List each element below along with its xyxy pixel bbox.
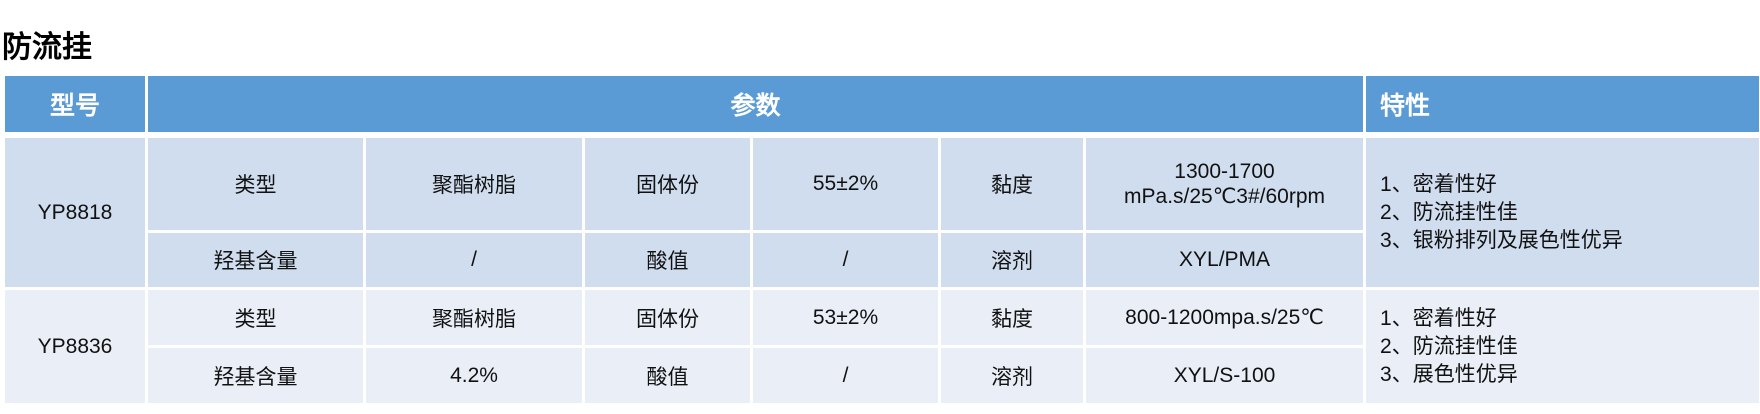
viscosity-line: mPa.s/25℃3#/60rpm: [1124, 184, 1326, 208]
value-cell: 800-1200mpa.s/25℃: [1082, 287, 1367, 348]
table-row: YP8818 类型 聚酯树脂 固体份 55±2% 黏度 1300-1700 mPa…: [2, 135, 1760, 290]
viscosity-line: 1300-1700: [1174, 159, 1275, 183]
feature-item: 2、防流挂性佳: [1380, 200, 1518, 224]
value-cell: /: [750, 345, 941, 406]
feature-item: 3、银粉排列及展色性优异: [1380, 228, 1623, 252]
value-cell: 聚酯树脂: [363, 287, 585, 348]
label-cell: 酸值: [582, 345, 753, 406]
table-row: 羟基含量 4.2% 酸值 / 溶剂 XYL/S-100: [4, 345, 1760, 406]
label-cell: 类型: [145, 135, 366, 233]
value-cell: XYL/S-100: [1082, 345, 1367, 406]
value-cell: /: [363, 230, 585, 290]
header-features: 特性: [1363, 73, 1760, 135]
model-cell: YP8836: [2, 287, 148, 406]
product-table: 型号 参数 特性 YP8818 类型 聚酯树脂 固体份 55±2% 黏度 130…: [2, 73, 1760, 406]
model-cell: YP8818: [2, 135, 148, 290]
label-cell: 类型: [145, 287, 366, 348]
value-cell: 53±2%: [750, 287, 941, 348]
label-cell: 溶剂: [938, 230, 1086, 290]
header-row: 型号 参数 特性: [2, 73, 1760, 135]
label-cell: 黏度: [938, 287, 1086, 348]
value-cell: 聚酯树脂: [363, 135, 585, 233]
value-cell: 1300-1700 mPa.s/25℃3#/60rpm: [1082, 135, 1367, 233]
label-cell: 溶剂: [938, 345, 1086, 406]
features-cell: 1、密着性好 2、防流挂性佳 3、展色性优异: [1363, 287, 1760, 406]
value-cell: /: [750, 230, 941, 290]
table-row: YP8836 类型 聚酯树脂 固体份 53±2% 黏度 800-1200mpa.…: [2, 287, 1760, 406]
label-cell: 固体份: [582, 287, 753, 348]
label-cell: 酸值: [582, 230, 753, 290]
feature-item: 1、密着性好: [1380, 306, 1497, 330]
label-cell: 羟基含量: [145, 345, 366, 406]
value-cell: 4.2%: [363, 345, 585, 406]
value-cell: 55±2%: [750, 135, 941, 233]
features-cell: 1、密着性好 2、防流挂性佳 3、银粉排列及展色性优异: [1363, 135, 1760, 290]
feature-item: 3、展色性优异: [1380, 362, 1518, 386]
value-cell: XYL/PMA: [1082, 230, 1367, 290]
page-title: 防流挂: [2, 31, 92, 64]
table-row: 羟基含量 / 酸值 / 溶剂 XYL/PMA: [4, 230, 1760, 290]
label-cell: 黏度: [938, 135, 1086, 233]
feature-item: 1、密着性好: [1380, 172, 1497, 196]
feature-item: 2、防流挂性佳: [1380, 334, 1518, 358]
label-cell: 固体份: [582, 135, 753, 233]
header-model: 型号: [2, 73, 148, 135]
header-params: 参数: [144, 73, 1367, 135]
label-cell: 羟基含量: [145, 230, 366, 290]
